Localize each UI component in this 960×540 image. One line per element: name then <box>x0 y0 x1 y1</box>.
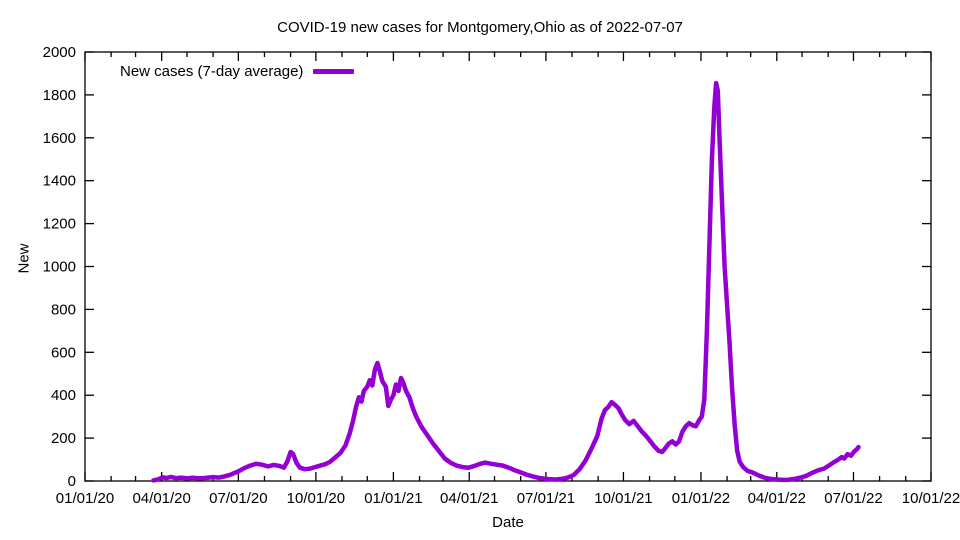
x-tick-label: 07/01/21 <box>517 490 575 507</box>
y-axis-title: New <box>15 243 33 274</box>
x-tick-label: 10/01/22 <box>902 490 960 507</box>
y-tick-label: 1400 <box>43 173 76 190</box>
y-tick-label: 1200 <box>43 216 76 233</box>
y-tick-label: 1000 <box>43 259 76 276</box>
legend-label: New cases (7-day average) <box>120 63 304 80</box>
x-tick-label: 04/01/20 <box>132 490 190 507</box>
y-tick-label: 600 <box>51 344 76 361</box>
y-tick-label: 400 <box>51 387 76 404</box>
y-tick-label: 2000 <box>43 44 76 61</box>
legend: New cases (7-day average) <box>120 63 355 80</box>
x-tick-label: 07/01/20 <box>209 490 267 507</box>
y-tick-label: 0 <box>68 473 76 490</box>
chart-title: COVID-19 new cases for Montgomery,Ohio a… <box>277 19 683 36</box>
x-tick-label: 10/01/20 <box>287 490 345 507</box>
data-line <box>151 80 861 483</box>
x-tick-label: 01/01/20 <box>56 490 114 507</box>
x-tick-label: 04/01/21 <box>440 490 498 507</box>
x-tick-label: 01/01/22 <box>672 490 730 507</box>
y-tick-label: 200 <box>51 430 76 447</box>
x-axis-title: Date <box>492 514 524 531</box>
y-tick-label: 1800 <box>43 87 76 104</box>
y-tick-label: 1600 <box>43 130 76 147</box>
x-tick-label: 10/01/21 <box>594 490 652 507</box>
x-tick-label: 04/01/22 <box>748 490 806 507</box>
y-tick-label: 800 <box>51 301 76 318</box>
legend-line-swatch <box>313 69 355 74</box>
x-tick-label: 01/01/21 <box>364 490 422 507</box>
plot-border <box>84 51 932 482</box>
x-tick-label: 07/01/22 <box>824 490 882 507</box>
